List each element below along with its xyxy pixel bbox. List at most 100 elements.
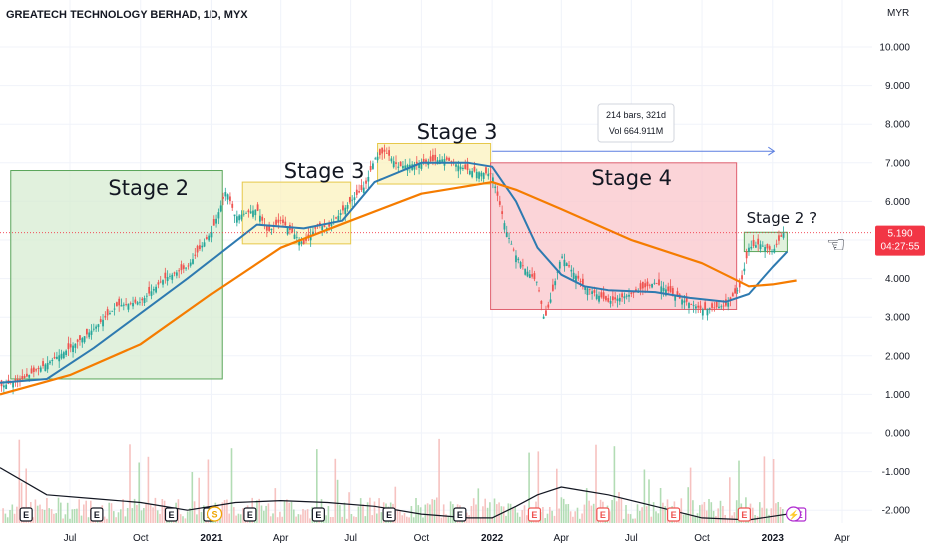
candle-body	[609, 300, 612, 304]
volume-bar	[85, 500, 87, 523]
price-tick-label: -1.000	[882, 467, 911, 478]
candle-body	[376, 156, 379, 161]
volume-bar	[710, 502, 713, 523]
candle-body	[115, 302, 118, 307]
volume-bar	[613, 446, 616, 523]
candle-body	[584, 286, 587, 291]
candle-body	[577, 275, 580, 279]
volume-bar	[334, 458, 337, 523]
price-axis: MYR10.0009.0008.0007.0006.0005.0004.0003…	[872, 0, 932, 550]
volume-bar	[609, 511, 611, 523]
volume-bar	[576, 507, 579, 523]
volume-bar	[80, 515, 83, 523]
candle-body	[600, 292, 603, 298]
volume-bar	[652, 502, 655, 523]
candle-body	[247, 210, 250, 213]
candle-body	[346, 205, 349, 209]
volume-bar	[595, 444, 597, 523]
candle-body	[159, 281, 162, 283]
candle-body	[254, 209, 257, 216]
candle-body	[508, 238, 510, 239]
candle-body	[533, 273, 536, 280]
candle-body	[667, 286, 670, 291]
volume-bar	[440, 517, 443, 523]
candle-body	[517, 258, 520, 261]
volume-bar	[424, 504, 427, 523]
candle-body	[771, 251, 773, 253]
candle-body	[586, 288, 589, 296]
event-marker-split: S	[206, 506, 223, 522]
time-tick-label: Jul	[625, 533, 638, 544]
earnings-badge-label: E	[671, 510, 677, 520]
candle-body	[83, 336, 86, 343]
time-tick-label: Oct	[133, 533, 149, 544]
volume-bar	[376, 513, 378, 523]
candle-body	[581, 278, 584, 285]
candle-body	[568, 265, 570, 267]
candle-body	[748, 247, 750, 252]
volume-bar	[53, 513, 55, 523]
candle-body	[65, 350, 68, 356]
candle-body	[494, 186, 497, 188]
time-axis: Jul Oct 2021 Apr Jul Oct 2022 Apr Jul Oct 2023 Apr	[0, 523, 932, 550]
volume-bar	[412, 517, 415, 523]
volume-bar	[177, 499, 180, 523]
volume-bar	[336, 479, 339, 523]
volume-bar	[297, 514, 300, 523]
volume-bar	[507, 503, 510, 523]
candle-body	[644, 283, 647, 288]
candle-body	[471, 171, 474, 178]
volume-bar	[242, 508, 244, 523]
measure-tool: 214 bars, 321d Vol 664.911M	[492, 103, 776, 156]
candle-body	[314, 227, 317, 229]
volume-bar	[722, 506, 724, 523]
candle-body	[415, 161, 418, 164]
volume-bar	[198, 477, 200, 523]
candle-body	[180, 264, 183, 271]
volume-bar	[274, 488, 277, 523]
volume-bar	[703, 502, 706, 523]
volume-bar	[200, 511, 203, 523]
candle-body	[738, 280, 741, 288]
volume-bar	[715, 516, 717, 523]
volume-bar	[659, 488, 662, 523]
candle-body	[293, 234, 296, 239]
volume-bar	[48, 508, 50, 523]
volume-bar	[143, 508, 145, 523]
volume-bar	[627, 513, 630, 523]
candle-body	[233, 214, 236, 217]
candle-body	[5, 384, 8, 390]
candle-body	[722, 305, 725, 307]
candle-body	[718, 306, 720, 308]
candle-body	[344, 207, 347, 215]
candle-body	[178, 270, 181, 272]
volume-bar	[643, 469, 646, 523]
volume-bar	[83, 504, 85, 523]
candle-body	[708, 308, 711, 310]
volume-bar	[712, 510, 715, 523]
candle-body	[651, 283, 653, 288]
candle-body	[690, 304, 693, 305]
candle-body	[286, 227, 289, 235]
candle-body	[602, 292, 605, 299]
volume-bar	[341, 516, 343, 523]
volume-bar	[544, 518, 546, 523]
candle-body	[196, 245, 199, 253]
candle-body	[441, 159, 444, 162]
candle-body	[482, 173, 485, 179]
candle-body	[515, 255, 517, 263]
candle-body	[353, 197, 356, 200]
volume-bar	[309, 518, 311, 523]
volume-bar	[69, 518, 71, 523]
volume-bar	[726, 518, 729, 523]
candle-body	[535, 281, 538, 283]
event-markers: EEEESEEEEEEEEE⚡	[19, 506, 807, 522]
volume-bar	[66, 502, 69, 523]
volume-bar	[422, 517, 424, 523]
volume-bar	[316, 449, 318, 523]
earnings-badge	[527, 507, 542, 522]
volume-bar	[364, 516, 367, 523]
stage-labels: Stage 2 Stage 3 Stage 3 Stage 4 Stage 2 ? ☜	[108, 120, 845, 258]
candle-body	[531, 274, 534, 277]
